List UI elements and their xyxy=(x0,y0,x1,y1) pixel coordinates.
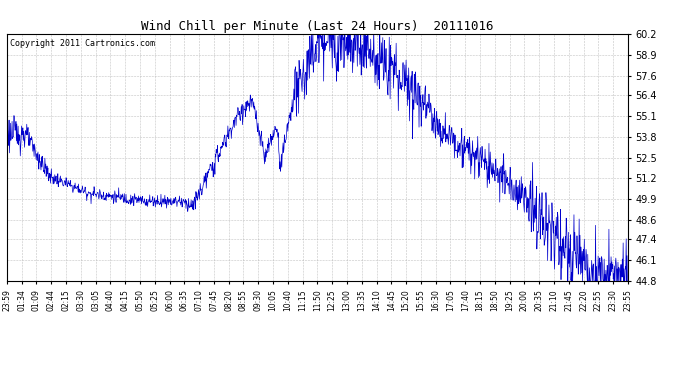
Title: Wind Chill per Minute (Last 24 Hours)  20111016: Wind Chill per Minute (Last 24 Hours) 20… xyxy=(141,20,493,33)
Text: Copyright 2011 Cartronics.com: Copyright 2011 Cartronics.com xyxy=(10,39,155,48)
